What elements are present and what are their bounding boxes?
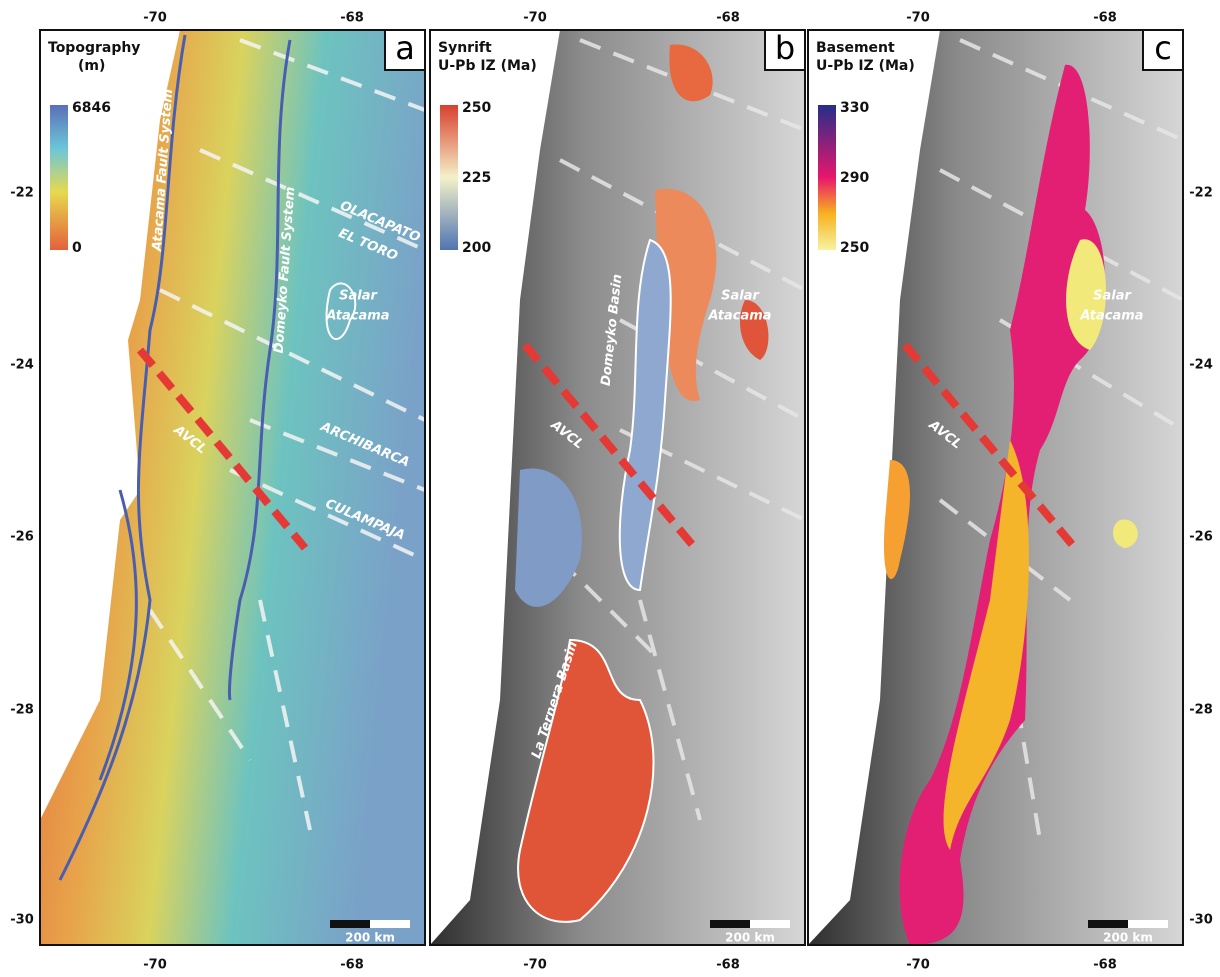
lat-label: -28 [1189, 703, 1213, 718]
legend-title: U-Pb IZ (Ma) [816, 58, 915, 74]
colorbar-label: 250 [840, 240, 869, 256]
lon-label: -68 [1093, 958, 1117, 973]
colorbar [818, 105, 836, 250]
scale-bar [370, 920, 410, 928]
colorbar-label: 6846 [72, 100, 111, 116]
panel-letter: a [395, 29, 415, 67]
lat-label: -22 [10, 186, 34, 201]
colorbar-label: 0 [72, 240, 82, 256]
lon-label: -68 [1093, 11, 1117, 26]
lat-label: -30 [10, 913, 34, 928]
figure: -22 -22 -24 -24 -26 -26 -28 -28 -30 -30 -70 -70 -68 -… [0, 0, 1220, 977]
colorbar-label: 250 [462, 100, 491, 116]
lat-label: -26 [10, 530, 34, 545]
lon-label: -68 [340, 958, 364, 973]
colorbar-label: 290 [840, 170, 869, 186]
lon-label: -70 [906, 11, 930, 26]
scale-bar [1128, 920, 1168, 928]
colorbar-label: 330 [840, 100, 869, 116]
panel-a-map [40, 30, 425, 945]
lon-label: -68 [716, 958, 740, 973]
map-label: Atacama [325, 309, 389, 324]
colorbar-label: 225 [462, 170, 491, 186]
legend-title: Topography [48, 40, 140, 56]
scale-label: 200 km [1103, 931, 1153, 945]
scale-label: 200 km [345, 931, 395, 945]
lon-label: -68 [340, 11, 364, 26]
lat-label: -30 [1189, 913, 1213, 928]
lon-label: -70 [523, 11, 547, 26]
legend-title: Basement [816, 40, 895, 56]
scale-bar [330, 920, 370, 928]
colorbar [440, 105, 458, 250]
panel-c-map [808, 30, 1183, 945]
lon-label: -70 [523, 958, 547, 973]
map-label: Atacama [1079, 309, 1143, 324]
lon-label: -70 [906, 958, 930, 973]
scale-bar [710, 920, 750, 928]
colorbar-label: 200 [462, 240, 491, 256]
scale-bar [1088, 920, 1128, 928]
scale-bar [750, 920, 790, 928]
lat-label: -26 [1189, 530, 1213, 545]
map-label: Salar [1093, 289, 1132, 304]
legend-title: Synrift [438, 40, 492, 56]
map-label: Salar [721, 289, 760, 304]
lat-label: -28 [10, 703, 34, 718]
map-label: Atacama [707, 309, 771, 324]
lat-label: -22 [1189, 186, 1213, 201]
lat-label: -24 [1189, 358, 1213, 373]
panel-letter: b [775, 29, 795, 67]
legend-title: U-Pb IZ (Ma) [438, 58, 537, 74]
scale-label: 200 km [725, 931, 775, 945]
lon-label: -70 [143, 958, 167, 973]
lon-label: -68 [716, 11, 740, 26]
legend-title: (m) [78, 58, 105, 74]
lat-label: -24 [10, 358, 34, 373]
panel-letter: c [1154, 29, 1172, 67]
colorbar [50, 105, 68, 250]
map-label: Salar [339, 289, 378, 304]
panel-b-map [430, 30, 805, 945]
lon-label: -70 [143, 11, 167, 26]
